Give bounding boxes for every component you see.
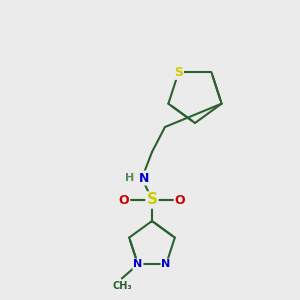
Text: N: N [139,172,149,184]
Text: N: N [133,260,142,269]
Text: N: N [161,260,171,269]
Text: S: S [146,193,158,208]
Text: S: S [174,66,183,79]
Text: H: H [125,173,135,183]
Text: CH₃: CH₃ [112,281,132,291]
Text: O: O [175,194,185,206]
Text: O: O [119,194,129,206]
